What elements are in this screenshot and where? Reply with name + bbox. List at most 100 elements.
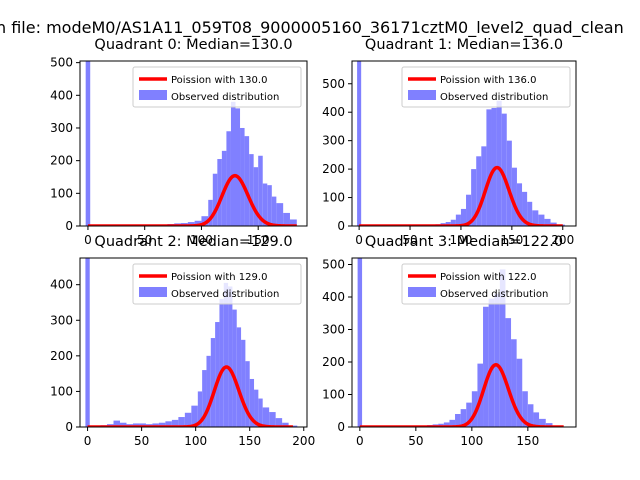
legend-box — [401, 263, 571, 305]
histogram-bar — [113, 420, 120, 427]
x-tick-label: 50 — [408, 434, 423, 448]
legend-box — [401, 66, 571, 108]
histogram-bar — [223, 282, 229, 427]
histogram-bar — [494, 293, 500, 427]
y-tick-label: 200 — [322, 355, 345, 369]
histogram-bar — [139, 423, 146, 427]
histogram-bar — [499, 269, 506, 427]
histogram-bar — [445, 222, 451, 226]
histogram-bar — [249, 378, 255, 427]
histogram-bar — [455, 414, 461, 427]
y-tick-label: 200 — [50, 154, 73, 168]
histogram-bar — [178, 417, 185, 427]
histogram-bar — [501, 113, 507, 226]
legend-box — [132, 263, 302, 305]
histogram-bar — [455, 214, 461, 226]
x-tick-label: 0 — [356, 434, 364, 448]
y-tick-label: 100 — [322, 191, 345, 205]
y-tick-label: 200 — [50, 349, 73, 363]
y-tick-label: 300 — [322, 323, 345, 337]
legend-hist-label: Observed distribution — [171, 92, 279, 103]
poisson-curve — [358, 363, 565, 427]
y-tick-label: 0 — [65, 420, 73, 434]
y-tick-label: 500 — [50, 56, 73, 70]
legend-curve-label: Poission with 122.0 — [440, 272, 536, 283]
y-tick-label: 0 — [337, 219, 345, 233]
histogram-bar — [201, 216, 209, 226]
x-tick-label: 150 — [516, 434, 539, 448]
legend-hist-swatch — [139, 287, 167, 297]
histogram-bar — [488, 298, 495, 427]
figure-suptitle: n file: modeM0/AS1A11_059T08_9000005160_… — [0, 18, 624, 38]
y-tick-label: 100 — [50, 186, 73, 200]
legend-box — [132, 66, 302, 108]
histogram-bar — [466, 402, 472, 427]
y-tick-label: 400 — [322, 105, 345, 119]
legend-hist-label: Observed distribution — [440, 92, 548, 103]
histogram-bar — [208, 199, 213, 226]
quadrant-3-title: Quadrant 3: Median=122.0 — [365, 234, 563, 250]
histogram-bar — [506, 140, 512, 226]
y-tick-label: 100 — [50, 384, 73, 398]
y-tick-label: 400 — [50, 278, 73, 292]
histogram-bar — [483, 306, 489, 427]
legend-curve-label: Poission with 130.0 — [171, 75, 267, 86]
histogram-bar — [262, 407, 270, 427]
x-tick-label: 100 — [449, 233, 472, 247]
y-tick-label: 200 — [322, 162, 345, 176]
x-tick-label: 150 — [247, 233, 270, 247]
legend: Poission with 130.0 Observed distribution — [132, 66, 302, 108]
y-tick-label: 300 — [50, 121, 73, 135]
y-tick-label: 400 — [50, 88, 73, 102]
histogram-bar — [460, 409, 467, 427]
histogram-bar — [357, 61, 362, 226]
histogram-bar — [275, 418, 283, 427]
x-tick-label: 150 — [500, 233, 523, 247]
histogram-bar — [443, 422, 450, 427]
histogram-bar — [249, 154, 254, 226]
histogram-bar — [486, 109, 492, 226]
histogram-bar — [516, 358, 523, 427]
y-tick-label: 0 — [337, 420, 345, 434]
axes-frame — [351, 257, 577, 428]
histogram-bar — [215, 322, 220, 427]
histogram-bar — [449, 419, 456, 427]
histogram-bar — [532, 210, 539, 226]
legend-hist-label: Observed distribution — [440, 289, 548, 300]
axes-frame — [351, 60, 577, 227]
histogram-bar — [158, 422, 166, 427]
histogram-bar — [491, 107, 497, 226]
histogram-bar — [505, 318, 512, 427]
histogram-bar — [511, 167, 517, 226]
histogram-bar — [191, 405, 198, 427]
histogram-bar — [85, 61, 91, 226]
histogram-bar — [545, 423, 553, 427]
y-tick-label: 0 — [65, 219, 73, 233]
histogram-bar — [202, 370, 207, 427]
histogram-bar — [522, 391, 528, 427]
histogram-bar — [496, 100, 502, 226]
x-tick-label: 100 — [184, 434, 207, 448]
quadrant-1-panel: 0 50 100 150 200 0 100 200 300 400 500 Poission wit… — [322, 37, 577, 247]
histogram-bar — [450, 219, 456, 226]
histogram-bar — [357, 258, 363, 427]
histogram-bar — [289, 219, 297, 226]
histogram-bar — [522, 191, 528, 226]
histogram-bar — [212, 173, 218, 226]
legend-hist-swatch — [408, 90, 436, 100]
x-tick-label: 200 — [551, 233, 574, 247]
x-tick-label: 50 — [137, 233, 152, 247]
quadrant-0-title: Quadrant 0: Median=130.0 — [94, 37, 292, 53]
histogram-bar — [232, 309, 237, 427]
histogram-bar — [253, 167, 259, 226]
axes-frame — [79, 60, 308, 227]
histogram-bar — [171, 419, 179, 427]
legend-curve-label: Poission with 136.0 — [440, 75, 536, 86]
histogram-bar — [187, 222, 195, 226]
histogram-bar — [240, 127, 245, 226]
histogram-bar — [481, 146, 487, 226]
histogram-bars — [85, 258, 298, 427]
histogram-bar — [258, 155, 263, 226]
